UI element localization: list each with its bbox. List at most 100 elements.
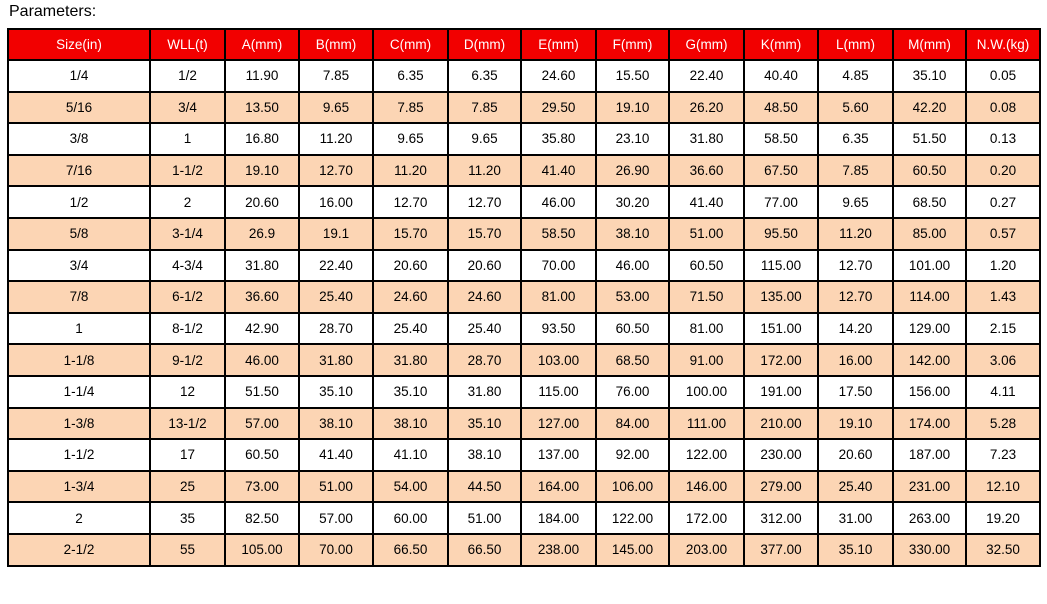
table-cell: 19.20 — [965, 501, 1041, 535]
table-cell: 9.65 — [447, 122, 522, 156]
table-cell: 41.40 — [668, 185, 745, 219]
table-cell: 41.40 — [298, 438, 374, 472]
table-cell: 1 — [7, 311, 151, 346]
table-cell: 57.00 — [298, 501, 374, 535]
table-cell: 146.00 — [668, 469, 745, 504]
table-cell: 1-1/8 — [7, 343, 151, 377]
table-cell: 7.85 — [298, 59, 374, 93]
table-cell: 187.00 — [892, 438, 967, 472]
table-cell: 1/2 — [7, 185, 151, 219]
table-cell: 28.70 — [447, 343, 522, 377]
table-cell: 20.60 — [817, 438, 894, 472]
table-cell: 76.00 — [595, 374, 670, 409]
column-header: E(mm) — [520, 28, 597, 61]
table-cell: 156.00 — [892, 374, 967, 409]
table-cell: 35.10 — [447, 406, 522, 441]
table-cell: 106.00 — [595, 469, 670, 504]
table-cell: 29.50 — [520, 90, 597, 125]
table-cell: 5/8 — [7, 216, 151, 251]
table-cell: 28.70 — [298, 311, 374, 346]
table-cell: 71.50 — [668, 280, 745, 314]
table-cell: 6-1/2 — [149, 280, 226, 314]
table-cell: 1 — [149, 122, 226, 156]
table-cell: 115.00 — [743, 248, 819, 283]
table-row: 5/8 3-1/4 26.9 19.1 15.70 15.70 58.50 38.10 51.0… — [7, 216, 1041, 251]
table-cell: 7.85 — [817, 153, 894, 188]
table-cell: 15.70 — [372, 216, 449, 251]
table-cell: 60.50 — [668, 248, 745, 283]
table-cell: 191.00 — [743, 374, 819, 409]
table-cell: 3/4 — [7, 248, 151, 283]
table-cell: 31.80 — [668, 122, 745, 156]
table-cell: 66.50 — [447, 532, 522, 567]
table-cell: 31.80 — [298, 343, 374, 377]
table-cell: 58.50 — [520, 216, 597, 251]
table-cell: 1-1/2 — [149, 153, 226, 188]
table-cell: 13-1/2 — [149, 406, 226, 441]
table-cell: 14.20 — [817, 311, 894, 346]
table-cell: 15.70 — [447, 216, 522, 251]
table-cell: 312.00 — [743, 501, 819, 535]
table-cell: 48.50 — [743, 90, 819, 125]
table-cell: 25.40 — [372, 311, 449, 346]
table-cell: 16.80 — [224, 122, 300, 156]
column-header: A(mm) — [224, 28, 300, 61]
column-header: G(mm) — [668, 28, 745, 61]
table-cell: 3-1/4 — [149, 216, 226, 251]
table-row: 2 35 82.50 57.00 60.00 51.00 184.00 122.00 172.0… — [7, 501, 1041, 535]
table-cell: 111.00 — [668, 406, 745, 441]
table-cell: 38.10 — [447, 438, 522, 472]
table-cell: 19.10 — [224, 153, 300, 188]
table-cell: 12.70 — [817, 280, 894, 314]
table-cell: 55 — [149, 532, 226, 567]
table-cell: 7/8 — [7, 280, 151, 314]
table-cell: 35.10 — [892, 59, 967, 93]
table-cell: 2-1/2 — [7, 532, 151, 567]
table-row: 1-3/4 25 73.00 51.00 54.00 44.50 164.00 106.00 1… — [7, 469, 1041, 504]
column-header: M(mm) — [892, 28, 967, 61]
table-cell: 12.70 — [817, 248, 894, 283]
table-cell: 24.60 — [372, 280, 449, 314]
table-cell: 7.85 — [372, 90, 449, 125]
table-cell: 38.10 — [298, 406, 374, 441]
table-cell: 0.20 — [965, 153, 1041, 188]
table-cell: 91.00 — [668, 343, 745, 377]
table-cell: 20.60 — [372, 248, 449, 283]
table-cell: 46.00 — [224, 343, 300, 377]
table-row: 1 8-1/2 42.90 28.70 25.40 25.40 93.50 60.50 81.0… — [7, 311, 1041, 346]
table-row: 2-1/2 55 105.00 70.00 66.50 66.50 238.00 145.00… — [7, 532, 1041, 567]
table-row: 1-1/4 12 51.50 35.10 35.10 31.80 115.00 76.00 10… — [7, 374, 1041, 409]
table-cell: 210.00 — [743, 406, 819, 441]
table-row: 5/16 3/4 13.50 9.65 7.85 7.85 29.50 19.10 26.20 4… — [7, 90, 1041, 125]
table-cell: 15.50 — [595, 59, 670, 93]
table-cell: 51.00 — [668, 216, 745, 251]
table-cell: 103.00 — [520, 343, 597, 377]
table-cell: 0.13 — [965, 122, 1041, 156]
table-cell: 12.70 — [447, 185, 522, 219]
table-cell: 127.00 — [520, 406, 597, 441]
table-cell: 122.00 — [668, 438, 745, 472]
table-cell: 2.15 — [965, 311, 1041, 346]
table-cell: 135.00 — [743, 280, 819, 314]
table-cell: 100.00 — [668, 374, 745, 409]
table-cell: 3/4 — [149, 90, 226, 125]
table-cell: 1-3/8 — [7, 406, 151, 441]
table-cell: 31.80 — [447, 374, 522, 409]
table-cell: 25.40 — [298, 280, 374, 314]
table-cell: 26.9 — [224, 216, 300, 251]
table-cell: 66.50 — [372, 532, 449, 567]
table-cell: 2 — [7, 501, 151, 535]
table-cell: 230.00 — [743, 438, 819, 472]
table-cell: 6.35 — [817, 122, 894, 156]
table-row: 1/4 1/2 11.90 7.85 6.35 6.35 24.60 15.50 22.40 40… — [7, 59, 1041, 93]
table-cell: 38.10 — [372, 406, 449, 441]
table-row: 7/16 1-1/2 19.10 12.70 11.20 11.20 41.40 26.90 3… — [7, 153, 1041, 188]
table-cell: 11.20 — [372, 153, 449, 188]
table-cell: 105.00 — [224, 532, 300, 567]
table-cell: 12.70 — [372, 185, 449, 219]
table-cell: 67.50 — [743, 153, 819, 188]
table-cell: 60.50 — [892, 153, 967, 188]
table-cell: 9.65 — [817, 185, 894, 219]
table-cell: 231.00 — [892, 469, 967, 504]
table-cell: 8-1/2 — [149, 311, 226, 346]
